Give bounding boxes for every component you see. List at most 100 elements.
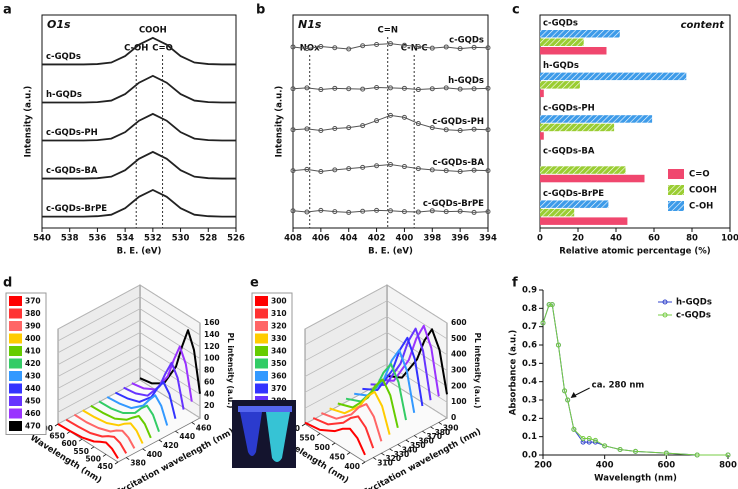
legend-swatch [255, 358, 268, 369]
legend-marker [662, 312, 668, 318]
bar [540, 30, 620, 38]
y-axis-label: Intensity (a.u.) [24, 86, 34, 158]
x-tick-label: 538 [61, 234, 79, 244]
x-tick-label: 394 [479, 234, 497, 244]
z-tick [405, 439, 410, 443]
y-tick-label: 40 [204, 389, 214, 398]
point [360, 43, 366, 49]
x-tick-label: 450 [329, 453, 345, 462]
bar [540, 174, 645, 183]
legend-swatch [9, 358, 22, 369]
legend-swatch [9, 421, 22, 431]
y-tick-label: 0 [451, 413, 456, 422]
y-tick-label: 0 [204, 413, 209, 422]
x-tick-label: 60 [648, 234, 660, 244]
z-tick [430, 426, 434, 430]
bar [540, 115, 653, 123]
grid-line [304, 316, 388, 362]
y-tick-label: 20 [204, 401, 214, 410]
y-axis-label: Intensity (a.u.) [275, 86, 285, 158]
grid-line [139, 344, 201, 383]
point [332, 167, 338, 173]
x-tick [102, 454, 107, 457]
grid-line [57, 332, 141, 377]
z-tick-label: 310 [377, 459, 393, 468]
legend-label: 300 [271, 297, 287, 306]
x-tick-label: 550 [299, 434, 315, 443]
point [471, 126, 477, 132]
y-tick-label: 300 [451, 366, 467, 375]
x-axis-label: Wavelength (nm) [594, 474, 677, 484]
point [565, 397, 571, 403]
point [374, 207, 380, 213]
annotation: C-OH [124, 44, 148, 54]
bar [540, 200, 609, 208]
x-tick-label: 532 [144, 234, 162, 244]
z-tick-label: 380 [130, 459, 146, 468]
annotation: C=N [377, 26, 397, 36]
series-line [542, 304, 728, 456]
point [304, 85, 310, 91]
series-label: h-GQDs [46, 90, 82, 100]
bar [540, 38, 584, 46]
grid-line [139, 308, 201, 348]
spectrum [329, 390, 391, 435]
chart-title: O1s [47, 18, 71, 31]
point [471, 167, 477, 173]
point [374, 118, 380, 124]
spectrum [386, 328, 448, 395]
inset-photo [232, 400, 296, 468]
y-tick-label: 60 [204, 377, 214, 386]
x-tick-label: 500 [314, 443, 330, 452]
y-tick-label: 0.2 [522, 414, 537, 424]
series-line [292, 114, 489, 132]
point [562, 388, 568, 394]
point [443, 168, 449, 174]
point [663, 450, 669, 456]
y-tick-label: 80 [204, 366, 214, 375]
point [617, 447, 623, 452]
legend-label: 400 [25, 334, 41, 343]
spectrum [57, 423, 119, 459]
legend-label: 350 [271, 359, 287, 368]
spectrum [73, 413, 136, 449]
y-tick-label: 140 [204, 330, 220, 339]
x-tick [66, 431, 71, 434]
point [485, 127, 491, 133]
series-label: c-GQDs-BrPE [423, 199, 484, 209]
z-tick [381, 452, 385, 456]
bar [540, 89, 544, 98]
legend-label: 440 [25, 384, 41, 393]
legend-swatch [255, 308, 268, 319]
x-tick-label: 100 [721, 234, 738, 244]
point [457, 46, 463, 52]
y-tick-label: 0.8 [522, 304, 537, 314]
series-label: c-GQDs-BrPE [46, 204, 107, 214]
y-axis-label: PL intensity (a.u.) [473, 333, 482, 409]
legend-swatch [255, 321, 268, 331]
y-tick-label: 0.7 [522, 322, 537, 332]
panel-letter: c [512, 3, 520, 18]
legend-label: 430 [25, 372, 41, 381]
category-label: c-GQDs-BA [543, 146, 595, 156]
x-tick [90, 446, 95, 450]
z-tick [422, 430, 426, 434]
grid-line [304, 332, 388, 377]
y-tick-label: 0.4 [522, 377, 537, 387]
bar [540, 166, 626, 174]
grid-line [386, 300, 448, 340]
x-tick-label: 400 [596, 461, 614, 471]
series-label: c-GQDs-PH [46, 128, 98, 138]
category-label: c-GQDs-BrPE [543, 189, 604, 199]
bar [540, 81, 580, 89]
x-tick-label: 600 [657, 461, 675, 471]
point [360, 164, 366, 170]
point [346, 86, 352, 92]
point [374, 85, 380, 91]
point [633, 448, 638, 454]
point [415, 209, 421, 215]
point [318, 87, 324, 93]
series-label: h-GQDs [448, 76, 484, 86]
legend-label: c-GQDs [676, 311, 711, 321]
legend-label: C=O [689, 170, 710, 180]
